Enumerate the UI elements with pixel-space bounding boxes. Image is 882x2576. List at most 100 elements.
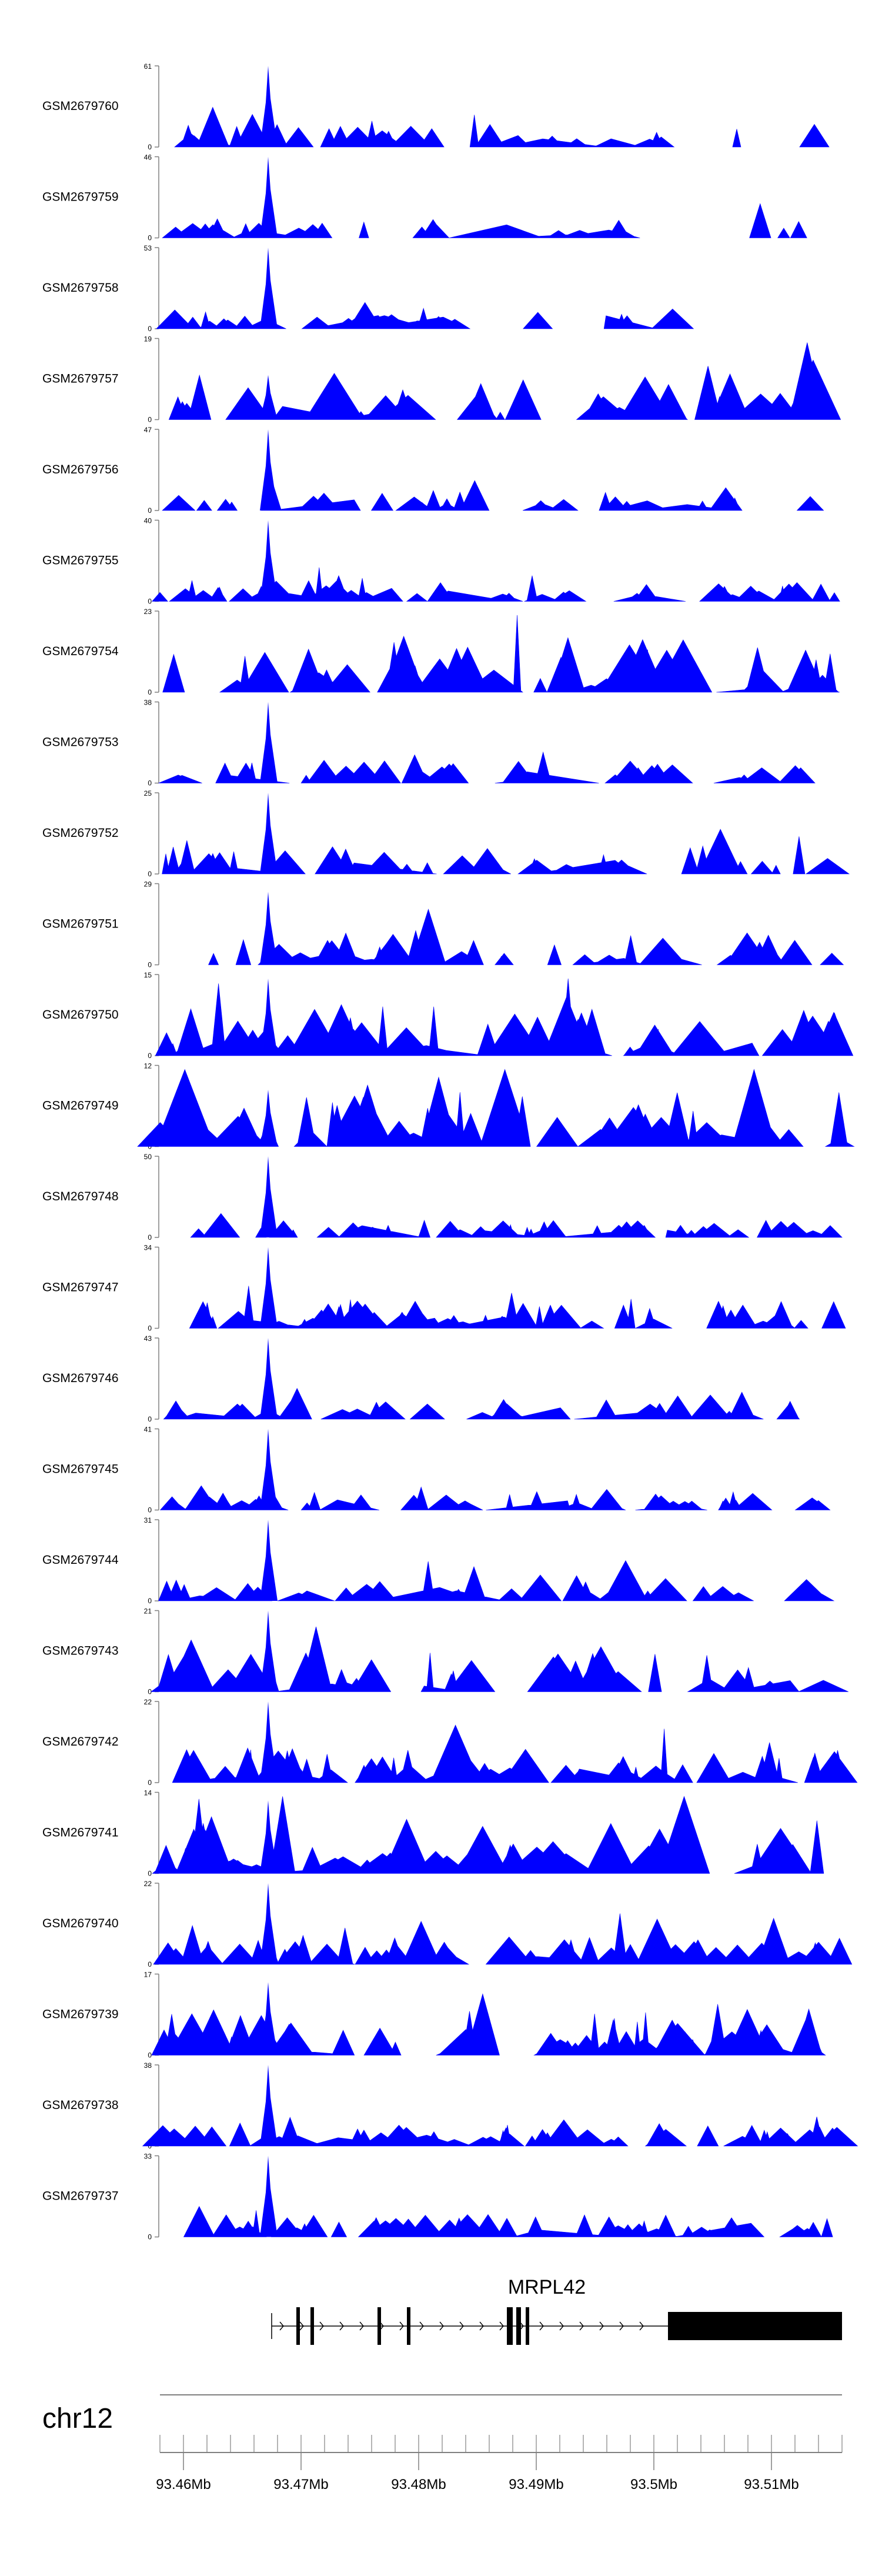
- y-max-label: 29: [144, 880, 152, 889]
- x-tick-label: 93.49Mb: [509, 2477, 563, 2492]
- y-max-label: 22: [144, 1698, 152, 1706]
- track-gsm2679751: GSM2679751 29 0: [42, 880, 844, 969]
- x-tick-label: 93.47Mb: [273, 2477, 328, 2492]
- gene-exon: [377, 2307, 381, 2345]
- track-label: GSM2679749: [42, 1099, 119, 1113]
- y-min-label: 0: [148, 1870, 152, 1878]
- y-max-label: 31: [144, 1516, 152, 1524]
- chromosome-label: chr12: [42, 2403, 113, 2434]
- track-gsm2679750: GSM2679750 15 0: [42, 971, 854, 1060]
- y-max-label: 25: [144, 789, 152, 798]
- y-max-label: 22: [144, 1880, 152, 1888]
- coverage-area: [137, 1069, 855, 1147]
- coverage-area: [158, 751, 816, 783]
- coverage-peak: [260, 702, 278, 783]
- track-gsm2679737: GSM2679737 33 0: [42, 2153, 833, 2241]
- track-label: GSM2679760: [42, 99, 119, 113]
- strand-arrow: [499, 2321, 504, 2331]
- track-label: GSM2679751: [42, 917, 119, 931]
- coverage-area: [153, 1913, 853, 1965]
- y-min-label: 0: [148, 2233, 152, 2241]
- track-gsm2679754: GSM2679754 23 0: [42, 608, 840, 696]
- coverage-area: [208, 909, 844, 965]
- strand-arrow: [339, 2321, 344, 2331]
- gene-exon: [526, 2307, 529, 2345]
- track-gsm2679747: GSM2679747 34 0: [42, 1244, 846, 1333]
- coverage-peak: [260, 375, 278, 420]
- coverage-area: [152, 567, 840, 602]
- y-max-label: 47: [144, 426, 152, 434]
- track-label: GSM2679747: [42, 1281, 119, 1294]
- y-max-label: 23: [144, 608, 152, 616]
- strand-arrow: [279, 2321, 284, 2331]
- coverage-area: [163, 1387, 800, 1420]
- coverage-peak: [260, 2065, 278, 2146]
- y-max-label: 17: [144, 1971, 152, 1979]
- coverage-area: [152, 1796, 824, 1874]
- y-max-label: 33: [144, 2153, 152, 2161]
- track-label: GSM2679759: [42, 191, 119, 204]
- coverage-peak: [260, 1800, 278, 1874]
- strand-arrow: [359, 2321, 364, 2331]
- coverage-peak: [260, 663, 278, 692]
- coverage-peak: [260, 1610, 278, 1692]
- track-label: GSM2679750: [42, 1008, 119, 1022]
- track-gsm2679749: GSM2679749120: [42, 1062, 855, 1151]
- y-max-label: 41: [144, 1426, 152, 1434]
- track-label: GSM2679748: [42, 1190, 119, 1203]
- y-max-label: 21: [144, 1607, 152, 1616]
- x-tick-label: 93.48Mb: [391, 2477, 446, 2492]
- track-label: GSM2679740: [42, 1917, 119, 1930]
- y-min-label: 0: [148, 1324, 152, 1333]
- coverage-peak: [260, 66, 278, 147]
- track-gsm2679760: GSM2679760 61 0: [42, 62, 830, 151]
- strand-arrow: [479, 2321, 484, 2331]
- coverage-area: [156, 302, 694, 329]
- coverage-peak: [260, 1338, 278, 1419]
- coverage-peak: [260, 1247, 278, 1329]
- y-max-label: 34: [144, 1244, 152, 1252]
- track-gsm2679745: GSM2679745 41 0: [42, 1426, 831, 1514]
- track-gsm2679758: GSM2679758 53 0: [42, 244, 694, 333]
- coverage-peak: [260, 1701, 278, 1783]
- strand-arrow: [439, 2321, 444, 2331]
- y-max-label: 38: [144, 699, 152, 707]
- track-label: GSM2679742: [42, 1735, 119, 1749]
- coverage-area: [150, 1626, 849, 1692]
- track-label: GSM2679756: [42, 463, 119, 476]
- track-gsm2679743: GSM2679743 21 0: [42, 1607, 849, 1696]
- track-gsm2679759: GSM2679759 46 0: [42, 154, 807, 242]
- gene-name-label: MRPL42: [508, 2276, 586, 2298]
- track-label: GSM2679743: [42, 1644, 119, 1658]
- track-label: GSM2679755: [42, 554, 119, 568]
- coverage-peak: [260, 1089, 278, 1147]
- track-label: GSM2679737: [42, 2190, 119, 2203]
- y-max-label: 38: [144, 2061, 152, 2070]
- gene-utr-block: [668, 2312, 842, 2340]
- y-min-label: 0: [148, 1960, 152, 1968]
- y-min-label: 0: [148, 1052, 152, 1060]
- track-label: GSM2679758: [42, 281, 119, 295]
- strand-arrow: [579, 2321, 584, 2331]
- coverage-area: [174, 106, 830, 148]
- y-min-label: 0: [148, 416, 152, 424]
- y-min-label: 0: [148, 779, 152, 788]
- strand-arrow: [419, 2321, 424, 2331]
- y-min-label: 0: [148, 1597, 152, 1605]
- y-max-label: 61: [144, 62, 152, 71]
- track-gsm2679748: GSM2679748 50 0: [42, 1153, 843, 1242]
- gene-exon: [507, 2307, 513, 2345]
- coverage-peak: [260, 429, 278, 510]
- strand-arrow: [619, 2321, 624, 2331]
- track-label: GSM2679744: [42, 1553, 119, 1567]
- y-min-label: 0: [148, 325, 152, 333]
- coverage-area: [162, 615, 840, 693]
- strand-arrow: [559, 2321, 564, 2331]
- y-max-label: 12: [144, 1062, 152, 1070]
- coverage-area: [172, 1724, 858, 1783]
- y-max-label: 19: [144, 335, 152, 343]
- y-min-label: 0: [148, 1688, 152, 1696]
- coverage-area: [151, 1993, 826, 2056]
- y-min-label: 0: [148, 506, 152, 515]
